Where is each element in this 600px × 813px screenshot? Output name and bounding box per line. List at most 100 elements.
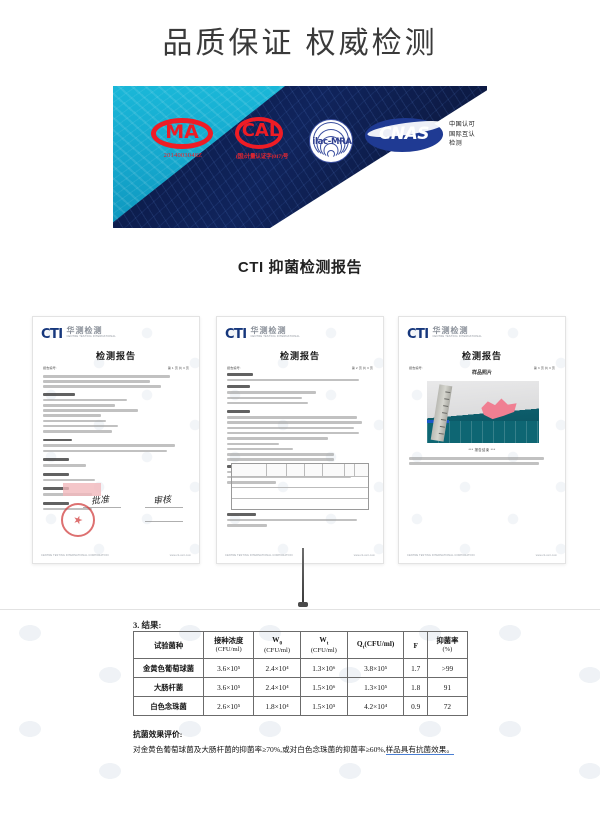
pin-pointer-icon xyxy=(298,548,308,610)
table-row: 白色念珠菌 2.6×10⁵ 1.8×10⁴ 1.5×10⁵ 4.2×10⁴ 0.… xyxy=(132,696,469,717)
col-qt: Qt(CFU/ml) xyxy=(346,630,405,660)
cti-wordmark: CTI xyxy=(41,327,63,342)
photo-sample-object xyxy=(481,398,517,420)
cti-wordmark: CTI xyxy=(407,327,429,342)
signature-reviewer: 审核 xyxy=(152,494,172,506)
page-bottom-spacer xyxy=(0,790,600,813)
col-w0: W0 (CFU/ml) xyxy=(253,630,301,660)
cell-qt: 4.2×10⁴ xyxy=(346,696,405,717)
ilac-mra-icon: ilac-MRA xyxy=(309,119,353,163)
report-page-3[interactable]: CTI 华测检测 CENTRE TESTING INTERNATIONAL 检测报… xyxy=(398,316,566,564)
ma-code-label: 2014003048Z xyxy=(163,152,203,159)
cell-f: 0.9 xyxy=(403,696,428,717)
footer-company: CENTRE TESTING INTERNATIONAL CORPORATION xyxy=(41,554,109,557)
evaluation-conclusion: 样品具有抗菌效果。 xyxy=(385,744,454,756)
cell-inoculum: 3.6×10⁵ xyxy=(203,658,255,679)
report-number-label: 报告编号: xyxy=(43,366,57,370)
results-table: 试验菌种 接种浓度 (CFU/ml) W0 (CFU/ml) Wt (CFU/m… xyxy=(132,630,469,717)
report-page-label: 第 2 页 共 3 页 xyxy=(351,366,373,370)
cti-logo: CTI 华测检测 CENTRE TESTING INTERNATIONAL xyxy=(41,326,116,342)
evaluation-block: 抗菌效果评价: 对金黄色葡萄球菌及大肠杆菌的抑菌率≥70%,或对白色念珠菌的抑菌… xyxy=(133,728,478,756)
report-title: 检测报告 xyxy=(95,351,136,361)
cnas-icon: CNAS 中国认可 国际互认 检测 xyxy=(363,114,480,160)
table-header-row: 试验菌种 接种浓度 (CFU/ml) W0 (CFU/ml) Wt (CFU/m… xyxy=(132,630,469,660)
evaluation-title: 抗菌效果评价: xyxy=(133,730,183,739)
official-seal-icon xyxy=(61,503,95,537)
cti-logo: CTI 华测检测 CENTRE TESTING INTERNATIONAL xyxy=(407,326,482,342)
cell-wt: 1.3×10⁶ xyxy=(299,658,348,679)
col-inoculum: 接种浓度 (CFU/ml) xyxy=(203,630,255,660)
table-row: 金黄色葡萄球菌 3.6×10⁵ 2.4×10⁴ 1.3×10⁶ 3.8×10⁵ … xyxy=(132,658,469,679)
ilac-arc-pattern xyxy=(310,120,352,162)
certification-banner: MA 2014003048Z CAL (国)计量认证字(017)号 xyxy=(113,86,487,228)
footer-company: CENTRE TESTING INTERNATIONAL CORPORATION xyxy=(225,554,293,557)
section-title: CTI 抑菌检测报告 xyxy=(237,259,363,276)
cell-strain: 金黄色葡萄球菌 xyxy=(132,658,205,679)
evaluation-text: 对金黄色葡萄球菌及大肠杆菌的抑菌率≥70%,或对白色念珠菌的抑菌率≥60%,样品… xyxy=(133,743,478,756)
cal-code-label: (国)计量认证字(017)号 xyxy=(235,154,289,160)
cti-logo: CTI 华测检测 CENTRE TESTING INTERNATIONAL xyxy=(225,326,300,342)
report-meta-row: 报告编号: 第 3 页 共 3 页 xyxy=(409,365,555,370)
cell-strain: 白色念珠菌 xyxy=(132,696,205,717)
report-footer: CENTRE TESTING INTERNATIONAL CORPORATION… xyxy=(41,554,191,557)
footer-website: www.cti-cert.com xyxy=(353,554,375,557)
photo-caption: *** 报告结束 *** xyxy=(468,448,496,452)
cell-wt: 1.5×10⁶ xyxy=(299,677,348,698)
col-strain: 试验菌种 xyxy=(132,630,205,660)
cal-icon: CAL (国)计量认证字(017)号 xyxy=(233,117,289,160)
cell-qt: 3.8×10⁵ xyxy=(346,658,405,679)
cell-rate: 72 xyxy=(426,696,469,717)
report-page-label: 第 1 页 共 3 页 xyxy=(167,366,189,370)
ma-icon: MA 2014003048Z xyxy=(151,118,213,159)
cti-chinese-name: 华测检测 CENTRE TESTING INTERNATIONAL xyxy=(66,326,116,338)
certification-logo-row: MA 2014003048Z CAL (国)计量认证字(017)号 xyxy=(113,86,487,228)
report-title: 检测报告 xyxy=(279,351,320,361)
report-number-label: 报告编号: xyxy=(227,366,241,370)
pin-needle xyxy=(302,548,304,604)
pin-base xyxy=(298,602,308,607)
report-page-1[interactable]: CTI 华测检测 CENTRE TESTING INTERNATIONAL 检测报… xyxy=(32,316,200,564)
sample-photo xyxy=(427,381,539,443)
ilac-circle-shape: ilac-MRA xyxy=(309,119,353,163)
cell-wt: 1.5×10⁵ xyxy=(299,696,348,717)
cell-qt: 1.3×10⁵ xyxy=(346,677,405,698)
cell-strain: 大肠杆菌 xyxy=(132,677,205,698)
footer-website: www.cti-cert.com xyxy=(169,554,191,557)
ma-ring-shape xyxy=(151,118,213,149)
col-rate: 抑菌率 (%) xyxy=(426,630,469,660)
col-wt: Wt (CFU/ml) xyxy=(299,630,348,660)
report-page-label: 第 3 页 共 3 页 xyxy=(533,366,555,370)
cell-rate: 91 xyxy=(426,677,469,698)
cti-chinese-name: 华测检测 CENTRE TESTING INTERNATIONAL xyxy=(250,326,300,338)
report-footer: CENTRE TESTING INTERNATIONAL CORPORATION… xyxy=(225,554,375,557)
report-footer: CENTRE TESTING INTERNATIONAL CORPORATION… xyxy=(407,554,557,557)
report-body-lines xyxy=(409,457,553,467)
section-divider xyxy=(0,609,600,610)
photo-background-mat xyxy=(427,421,539,443)
cell-rate: >99 xyxy=(426,658,469,679)
report-meta-row: 报告编号: 第 2 页 共 3 页 xyxy=(227,365,373,370)
cell-w0: 1.8×10⁴ xyxy=(253,696,301,717)
col-f: F xyxy=(403,630,428,660)
cell-w0: 2.4×10⁴ xyxy=(253,658,301,679)
report-title: 检测报告 xyxy=(461,351,502,361)
report-meta-row: 报告编号: 第 1 页 共 3 页 xyxy=(43,365,189,370)
results-detail-section: 3. 结果: 试验菌种 接种浓度 (CFU/ml) W0 (CFU/ml) xyxy=(0,615,600,790)
report-body-lines xyxy=(43,375,187,513)
ilac-label: ilac-MRA xyxy=(312,137,352,147)
report-thumbnail-row: CTI 华测检测 CENTRE TESTING INTERNATIONAL 检测报… xyxy=(0,316,600,566)
cal-label: CAL xyxy=(241,120,281,141)
cell-f: 1.7 xyxy=(403,658,428,679)
report-page-2[interactable]: CTI 华测检测 CENTRE TESTING INTERNATIONAL 检测报… xyxy=(216,316,384,564)
cell-w0: 2.4×10⁴ xyxy=(253,677,301,698)
cell-inoculum: 2.6×10⁵ xyxy=(203,696,255,717)
cell-f: 1.8 xyxy=(403,677,428,698)
cnas-chinese-label: 中国认可 国际互认 检测 xyxy=(449,121,475,148)
ma-label: MA xyxy=(165,121,199,143)
footer-company: CENTRE TESTING INTERNATIONAL CORPORATION xyxy=(407,554,475,557)
results-heading: 3. 结果: xyxy=(133,620,162,630)
sample-photo-label: 样品照片 xyxy=(471,370,492,376)
cal-ring-shape xyxy=(235,117,283,149)
report-number-label: 报告编号: xyxy=(409,366,423,370)
